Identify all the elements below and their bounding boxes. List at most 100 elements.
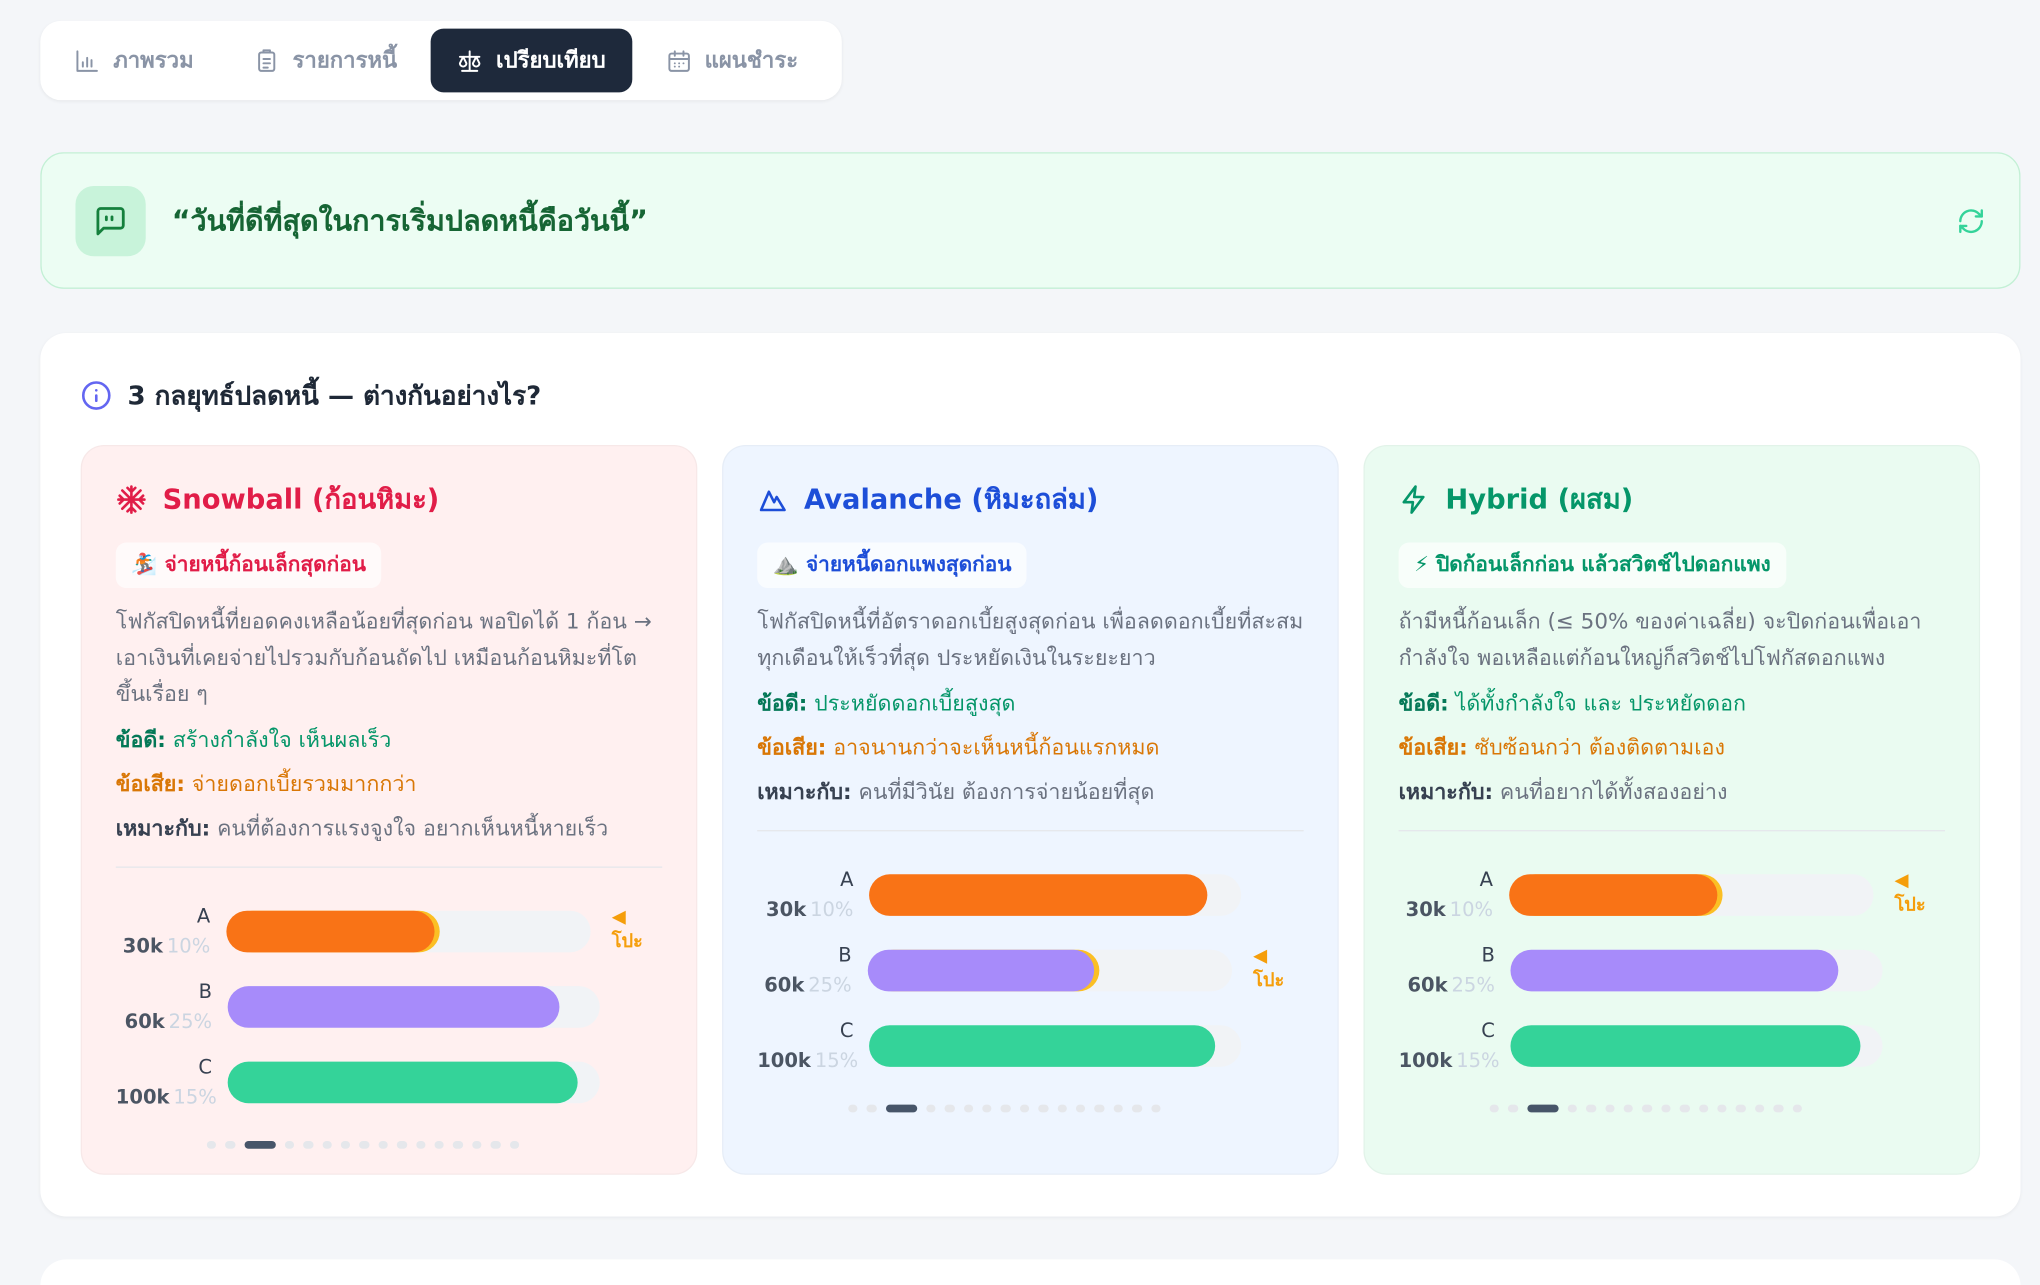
card-icon [117, 485, 146, 514]
debt-bar-row: B 60k 25% [1399, 933, 1945, 1008]
step-dot[interactable] [206, 1140, 217, 1149]
tab[interactable]: รายการหนี้ [227, 29, 423, 93]
active-step-dot[interactable] [244, 1140, 276, 1149]
next-panel [40, 1259, 2021, 1285]
pros-label: ข้อดี: [115, 727, 166, 752]
step-dot[interactable] [1019, 1104, 1030, 1113]
debt-name: A [1479, 867, 1494, 892]
pros-row: ข้อดี: ได้ทั้งกำลังใจ และ ประหยัดดอก [1399, 687, 1945, 721]
step-dot[interactable] [284, 1140, 295, 1149]
debt-balance: 30k [122, 934, 163, 958]
step-dot[interactable] [453, 1140, 463, 1149]
step-dot[interactable] [1038, 1104, 1049, 1113]
step-dot[interactable] [944, 1104, 955, 1113]
debt-balance: 100k [115, 1085, 170, 1109]
step-dot[interactable] [1094, 1104, 1105, 1113]
step-dot[interactable] [490, 1140, 501, 1149]
progress-track [869, 874, 1242, 916]
debt-balance: 30k [766, 897, 807, 922]
pros-row: ข้อดี: สร้างกำลังใจ เห็นผลเร็ว [116, 723, 662, 757]
step-dot[interactable] [1661, 1104, 1671, 1113]
pros-text: ได้ทั้งกำลังใจ และ ประหยัดดอก [1455, 690, 1747, 716]
progress-fill [867, 949, 1094, 992]
step-dot[interactable] [1075, 1104, 1086, 1113]
step-dot[interactable] [1736, 1104, 1746, 1113]
tab[interactable]: แผนชำระ [640, 29, 825, 93]
card-icon [1402, 485, 1425, 514]
step-dot[interactable] [1698, 1104, 1709, 1113]
tagline: ⚡ ปิดก้อนเล็กก่อน แล้วสวิตช์ไปดอกแพง [1398, 542, 1787, 589]
step-dot[interactable] [1586, 1104, 1596, 1113]
step-dot[interactable] [1605, 1104, 1615, 1113]
cons-label: ข้อเสีย: [757, 735, 827, 760]
debt-label: B 60k 25% [757, 941, 851, 1001]
step-dot[interactable] [1679, 1104, 1690, 1113]
step-dot[interactable] [359, 1140, 370, 1149]
step-dot[interactable] [1773, 1104, 1784, 1113]
step-dot[interactable] [225, 1140, 236, 1149]
progress-fill [227, 1061, 578, 1104]
step-dot[interactable] [848, 1104, 858, 1113]
step-dot[interactable] [963, 1104, 974, 1113]
step-dot[interactable] [303, 1140, 314, 1149]
tab[interactable]: เปรียบเทียบ [431, 28, 632, 93]
fit-row: เหมาะกับ: คนที่ต้องการแรงจูงใจ อยากเห็นห… [116, 812, 662, 846]
fit-label: เหมาะกับ: [115, 815, 211, 841]
debt-values: 60k 25% [116, 1007, 212, 1037]
step-dot[interactable] [1150, 1104, 1161, 1113]
step-dot[interactable] [1132, 1104, 1142, 1113]
step-dot[interactable] [415, 1140, 426, 1149]
target-label: ◀ โปะ [1253, 945, 1285, 992]
debt-values: 100k 15% [757, 1046, 858, 1076]
step-dot[interactable] [1508, 1104, 1519, 1113]
progress-fill [225, 910, 434, 953]
step-dot[interactable] [378, 1140, 388, 1149]
progress-fill [1510, 1025, 1861, 1067]
step-dot[interactable] [1057, 1104, 1067, 1113]
step-dot[interactable] [1567, 1104, 1578, 1113]
step-dot[interactable] [434, 1140, 445, 1149]
fit-label: เหมาะกับ: [1398, 779, 1494, 805]
debt-label: C 100k 15% [1399, 1016, 1500, 1076]
card-title-text: Hybrid (ผสม) [1445, 483, 1634, 515]
debt-balance: 60k [124, 1009, 165, 1034]
step-dot[interactable] [471, 1140, 482, 1149]
debt-rate: 25% [1451, 973, 1495, 997]
pros-text: สร้างกำลังใจ เห็นผลเร็ว [172, 727, 392, 752]
step-dot[interactable] [1113, 1104, 1124, 1113]
step-dot[interactable] [1642, 1104, 1653, 1113]
progress-fill [1510, 949, 1838, 992]
step-dot[interactable] [926, 1104, 936, 1113]
info-icon [81, 381, 111, 410]
debt-values: 30k 10% [757, 895, 853, 925]
step-dot[interactable] [397, 1140, 407, 1149]
step-dot[interactable] [340, 1140, 351, 1149]
tab-icon [76, 49, 98, 72]
step-dot[interactable] [1623, 1104, 1634, 1113]
tab[interactable]: ภาพรวม [48, 29, 220, 93]
progress-fill [227, 986, 559, 1028]
debt-rate: 15% [814, 1048, 859, 1073]
step-dot[interactable] [1489, 1104, 1500, 1113]
description: โฟกัสปิดหนี้ที่อัตราดอกเบี้ยสูงสุดก่อน เ… [757, 608, 1304, 671]
step-dot[interactable] [509, 1140, 520, 1149]
card-icon [759, 490, 786, 512]
debt-label: A 30k 10% [1399, 865, 1493, 925]
refresh-button[interactable] [1957, 206, 1986, 235]
step-dot[interactable] [867, 1104, 877, 1113]
active-step-dot[interactable] [1527, 1104, 1559, 1113]
step-dot[interactable] [1001, 1104, 1011, 1113]
cons-text: อาจนานกว่าจะเห็นหนี้ก้อนแรกหมด [833, 735, 1160, 760]
debt-label: C 100k 15% [757, 1016, 858, 1076]
step-dot[interactable] [1717, 1104, 1727, 1113]
debt-label: B 60k 25% [1399, 941, 1495, 1001]
active-step-dot[interactable] [885, 1104, 918, 1113]
step-dot[interactable] [1754, 1104, 1765, 1113]
step-dot[interactable] [982, 1104, 992, 1113]
tagline: ⛰️ จ่ายหนี้ดอกแพงสุดก่อน [757, 542, 1028, 589]
step-dot[interactable] [322, 1140, 332, 1149]
step-dot[interactable] [1792, 1104, 1802, 1113]
section-title: 3 กลยุทธ์ปลดหนี้ — ต่างกันอย่างไร? [127, 379, 542, 412]
